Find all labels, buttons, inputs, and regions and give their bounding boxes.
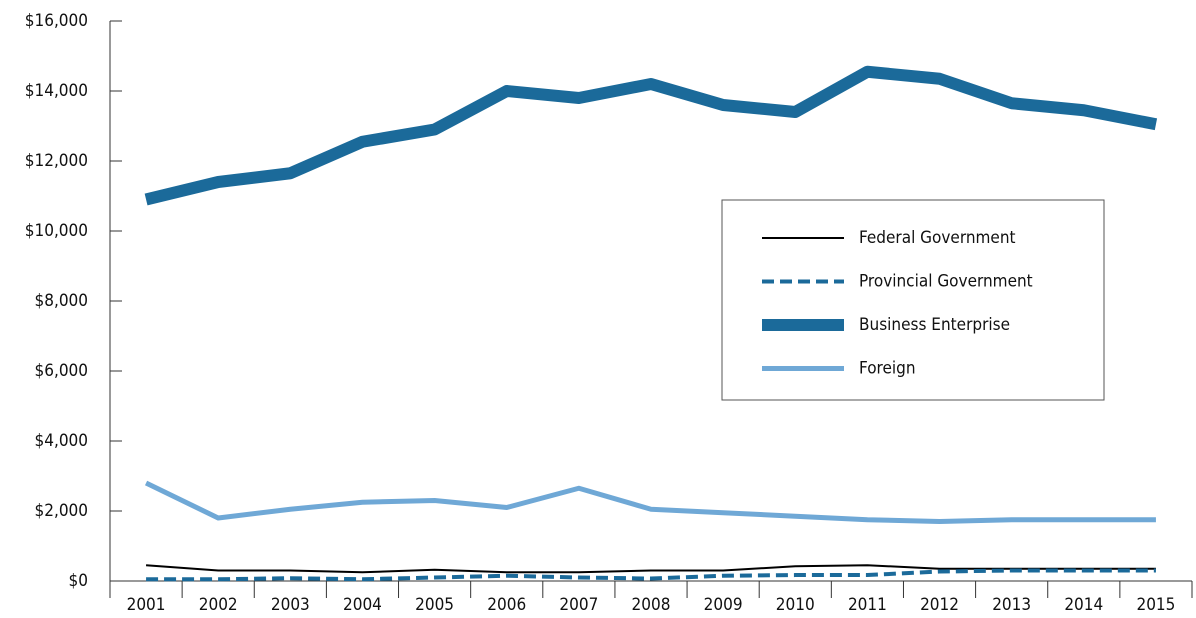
- y-tick-label: $0: [69, 571, 88, 591]
- x-tick-label: 2010: [776, 595, 815, 615]
- y-tick-label: $12,000: [25, 151, 88, 171]
- legend-label: Business Enterprise: [859, 315, 1010, 335]
- x-tick-label: 2011: [848, 595, 887, 615]
- legend-label: Provincial Government: [859, 272, 1033, 292]
- x-tick-label: 2012: [920, 595, 959, 615]
- x-tick-label: 2014: [1064, 595, 1103, 615]
- x-tick-label: 2015: [1136, 595, 1175, 615]
- legend-label: Federal Government: [859, 228, 1016, 248]
- y-tick-label: $4,000: [35, 431, 89, 451]
- x-tick-label: 2013: [992, 595, 1031, 615]
- y-tick-label: $16,000: [25, 11, 88, 31]
- line-series: [144, 480, 1156, 524]
- y-tick-label: $10,000: [25, 221, 88, 241]
- y-tick-label: $8,000: [35, 291, 89, 311]
- x-tick-label: 2003: [271, 595, 310, 615]
- y-tick-label: $6,000: [35, 361, 89, 381]
- x-tick-label: 2001: [127, 595, 166, 615]
- y-tick-label: $2,000: [35, 501, 89, 521]
- x-tick-label: 2005: [415, 595, 454, 615]
- x-tick-label: 2008: [632, 595, 671, 615]
- line-series: [144, 65, 1158, 206]
- line-series: [146, 568, 1156, 582]
- x-tick-label: 2004: [343, 595, 382, 615]
- x-tick-label: 2002: [199, 595, 238, 615]
- x-tick-label: 2009: [704, 595, 743, 615]
- x-tick-label: 2007: [559, 595, 598, 615]
- x-tick-label: 2006: [487, 595, 526, 615]
- line-series: [145, 564, 1156, 574]
- y-tick-label: $14,000: [25, 81, 88, 101]
- legend-label: Foreign: [859, 359, 916, 379]
